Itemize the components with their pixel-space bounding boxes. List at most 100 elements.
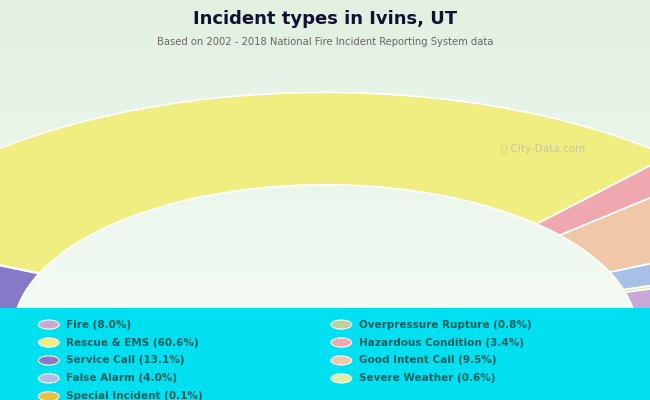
Bar: [0, 86, 650, 89]
Bar: [0, 286, 650, 290]
Wedge shape: [560, 174, 650, 272]
Wedge shape: [625, 267, 650, 329]
Bar: [0, 271, 650, 274]
Ellipse shape: [331, 320, 352, 329]
Ellipse shape: [38, 320, 59, 329]
Bar: [0, 237, 650, 240]
Wedge shape: [610, 234, 650, 290]
Bar: [0, 206, 650, 210]
Bar: [0, 154, 650, 157]
Bar: [0, 200, 650, 203]
Bar: [0, 18, 650, 22]
Bar: [0, 274, 650, 277]
Bar: [0, 28, 650, 31]
Bar: [0, 49, 650, 52]
Bar: [0, 71, 650, 74]
Bar: [0, 89, 650, 92]
Text: Severe Weather (0.6%): Severe Weather (0.6%): [359, 373, 495, 383]
Bar: [0, 3, 650, 6]
Bar: [0, 138, 650, 142]
Bar: [0, 172, 650, 176]
Bar: [0, 240, 650, 243]
Bar: [0, 293, 650, 296]
Text: Special Incident (0.1%): Special Incident (0.1%): [66, 391, 203, 400]
Wedge shape: [623, 263, 650, 292]
Bar: [0, 185, 650, 188]
Bar: [0, 142, 650, 145]
Wedge shape: [0, 237, 39, 333]
Bar: [0, 182, 650, 185]
Text: Overpressure Rupture (0.8%): Overpressure Rupture (0.8%): [359, 320, 532, 330]
Bar: [0, 243, 650, 246]
Bar: [0, 197, 650, 200]
Bar: [0, 16, 650, 18]
Bar: [0, 283, 650, 286]
Bar: [0, 191, 650, 194]
Wedge shape: [537, 156, 650, 235]
Bar: [0, 250, 650, 252]
Bar: [0, 145, 650, 148]
Bar: [0, 219, 650, 222]
Bar: [0, 148, 650, 151]
Ellipse shape: [38, 338, 59, 347]
Bar: [0, 22, 650, 25]
Bar: [0, 108, 650, 111]
Bar: [0, 98, 650, 102]
Bar: [0, 252, 650, 256]
Bar: [0, 132, 650, 136]
Text: Hazardous Condition (3.4%): Hazardous Condition (3.4%): [359, 338, 524, 348]
Bar: [0, 188, 650, 191]
Bar: [0, 136, 650, 139]
Bar: [0, 302, 650, 305]
Bar: [0, 299, 650, 302]
Bar: [0, 194, 650, 197]
Bar: [0, 65, 650, 68]
Bar: [0, 111, 650, 114]
Bar: [0, 92, 650, 96]
Bar: [0, 231, 650, 234]
Ellipse shape: [38, 374, 59, 383]
Text: Service Call (13.1%): Service Call (13.1%): [66, 356, 185, 366]
Bar: [0, 126, 650, 129]
Bar: [0, 40, 650, 43]
Bar: [0, 169, 650, 172]
Bar: [0, 117, 650, 120]
Bar: [0, 265, 650, 268]
Bar: [0, 225, 650, 228]
Bar: [0, 246, 650, 250]
Ellipse shape: [331, 374, 352, 383]
Bar: [0, 262, 650, 265]
Bar: [0, 31, 650, 34]
Bar: [0, 25, 650, 28]
Ellipse shape: [331, 356, 352, 365]
Bar: [0, 102, 650, 105]
Wedge shape: [0, 236, 40, 274]
Bar: [0, 157, 650, 160]
Bar: [0, 296, 650, 299]
Bar: [0, 77, 650, 80]
Bar: [0, 160, 650, 163]
Bar: [0, 120, 650, 123]
Bar: [0, 56, 650, 58]
Bar: [0, 43, 650, 46]
Text: Rescue & EMS (60.6%): Rescue & EMS (60.6%): [66, 338, 199, 348]
Bar: [0, 256, 650, 259]
Bar: [0, 96, 650, 98]
Bar: [0, 52, 650, 56]
Bar: [0, 234, 650, 237]
Bar: [0, 203, 650, 206]
Bar: [0, 114, 650, 117]
Bar: [0, 0, 650, 3]
Text: Fire (8.0%): Fire (8.0%): [66, 320, 131, 330]
Bar: [0, 105, 650, 108]
Bar: [0, 176, 650, 179]
Bar: [0, 166, 650, 170]
Text: Good Intent Call (9.5%): Good Intent Call (9.5%): [359, 356, 497, 366]
Bar: [0, 280, 650, 283]
Wedge shape: [637, 327, 650, 333]
Text: ⓘ City-Data.com: ⓘ City-Data.com: [500, 144, 585, 154]
Bar: [0, 212, 650, 216]
Bar: [0, 74, 650, 77]
Ellipse shape: [38, 392, 59, 400]
Bar: [0, 179, 650, 182]
